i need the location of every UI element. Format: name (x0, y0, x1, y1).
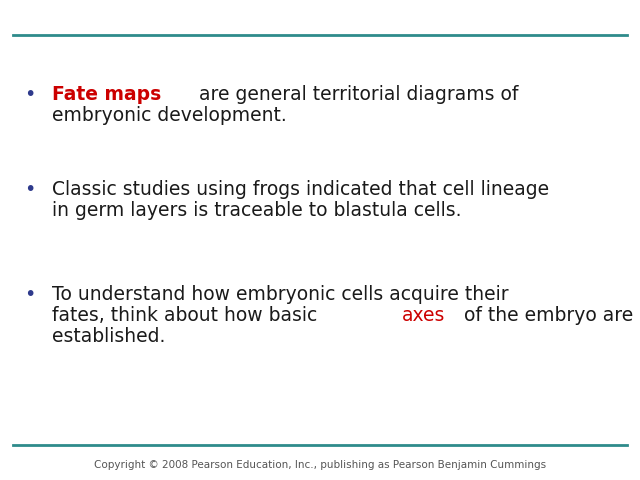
Text: are general territorial diagrams of: are general territorial diagrams of (193, 85, 518, 104)
Text: in germ layers is traceable to blastula cells.: in germ layers is traceable to blastula … (52, 201, 461, 220)
Text: Copyright © 2008 Pearson Education, Inc., publishing as Pearson Benjamin Cumming: Copyright © 2008 Pearson Education, Inc.… (94, 460, 546, 470)
Text: Fate maps: Fate maps (52, 85, 161, 104)
Text: embryonic development.: embryonic development. (52, 106, 287, 125)
Text: axes: axes (402, 306, 445, 325)
Text: Classic studies using frogs indicated that cell lineage: Classic studies using frogs indicated th… (52, 180, 549, 199)
Text: established.: established. (52, 327, 165, 346)
Text: •: • (24, 180, 36, 199)
Text: •: • (24, 85, 36, 104)
Text: •: • (24, 285, 36, 304)
Text: fates, think about how basic: fates, think about how basic (52, 306, 323, 325)
Text: To understand how embryonic cells acquire their: To understand how embryonic cells acquir… (52, 285, 509, 304)
Text: of the embryo are: of the embryo are (458, 306, 633, 325)
